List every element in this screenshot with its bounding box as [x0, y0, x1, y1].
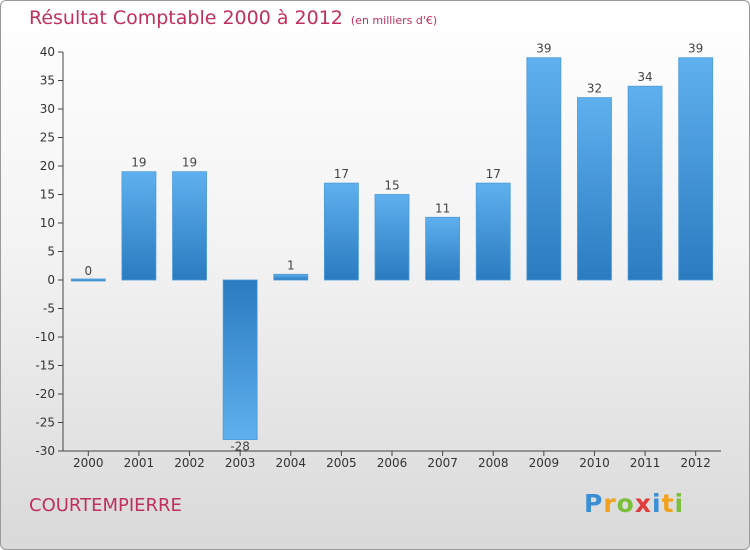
y-tick-label: -20	[35, 387, 55, 401]
y-tick-label: 5	[47, 245, 55, 259]
x-tick-label: 2002	[174, 456, 205, 470]
bar	[323, 182, 359, 281]
bar	[627, 85, 663, 281]
y-tick-label: -5	[43, 302, 55, 316]
x-tick-label: 2011	[630, 456, 661, 470]
chart-subtitle: (en milliers d'€)	[350, 14, 438, 27]
bar	[172, 171, 207, 281]
bar-value-label: 15	[384, 179, 399, 193]
bar-value-label: 17	[486, 167, 501, 181]
x-tick-label: 2006	[377, 456, 408, 470]
bar-value-label: 39	[536, 42, 551, 56]
logo-letter: o	[616, 489, 635, 518]
x-tick-label: 2012	[680, 456, 711, 470]
bar-value-label: 32	[587, 82, 602, 96]
bar	[577, 97, 612, 281]
y-tick-label: -25	[35, 416, 55, 430]
x-tick-label: 2009	[529, 456, 560, 470]
bar	[222, 279, 258, 441]
bar	[678, 57, 714, 281]
y-tick-label: 25	[40, 131, 55, 145]
bar-value-label: 39	[688, 42, 703, 56]
y-tick-label: -15	[35, 359, 55, 373]
y-tick-label: -30	[35, 444, 55, 458]
x-tick-label: 2003	[225, 456, 256, 470]
y-tick-label: 0	[47, 273, 55, 287]
bar-value-label: -28	[230, 440, 250, 454]
y-tick-label: 20	[40, 159, 55, 173]
x-tick-label: 2001	[124, 456, 155, 470]
chart-title: Résultat Comptable 2000 à 2012	[29, 7, 343, 29]
y-tick-label: 35	[40, 74, 55, 88]
x-tick-label: 2010	[579, 456, 610, 470]
bar-value-label: 1	[287, 258, 295, 272]
bar-value-label: 17	[334, 167, 349, 181]
commune-name: COURTEMPIERRE	[29, 495, 182, 516]
bar	[70, 278, 106, 282]
y-tick-label: 10	[40, 216, 55, 230]
bar-value-label: 11	[435, 201, 450, 215]
logo-letter: x	[634, 489, 652, 518]
bar-value-label: 19	[182, 156, 197, 170]
logo-letter: r	[603, 489, 617, 518]
y-tick-label: -10	[35, 330, 55, 344]
x-tick-label: 2008	[478, 456, 509, 470]
bar-value-label: 0	[84, 264, 92, 278]
bar	[374, 194, 410, 281]
x-tick-label: 2000	[73, 456, 104, 470]
chart-title-block: Résultat Comptable 2000 à 2012 (en millie…	[29, 7, 437, 29]
logo-letter: i	[652, 489, 662, 518]
y-tick-label: 15	[40, 188, 55, 202]
bar	[273, 273, 309, 281]
bar	[121, 171, 157, 281]
y-tick-label: 30	[40, 102, 55, 116]
y-tick-label: 40	[40, 45, 55, 59]
bar-value-label: 34	[637, 70, 652, 84]
bar	[475, 182, 511, 281]
bar	[425, 216, 461, 281]
x-tick-label: 2004	[275, 456, 306, 470]
bar-value-label: 19	[131, 156, 146, 170]
logo-letter: P	[584, 489, 604, 518]
logo-letter: t	[661, 489, 675, 518]
bar	[526, 57, 562, 281]
x-tick-label: 2007	[427, 456, 458, 470]
logo-letter: i	[674, 489, 685, 518]
proxiti-logo: Proxiti	[584, 489, 684, 518]
x-tick-label: 2005	[326, 456, 357, 470]
